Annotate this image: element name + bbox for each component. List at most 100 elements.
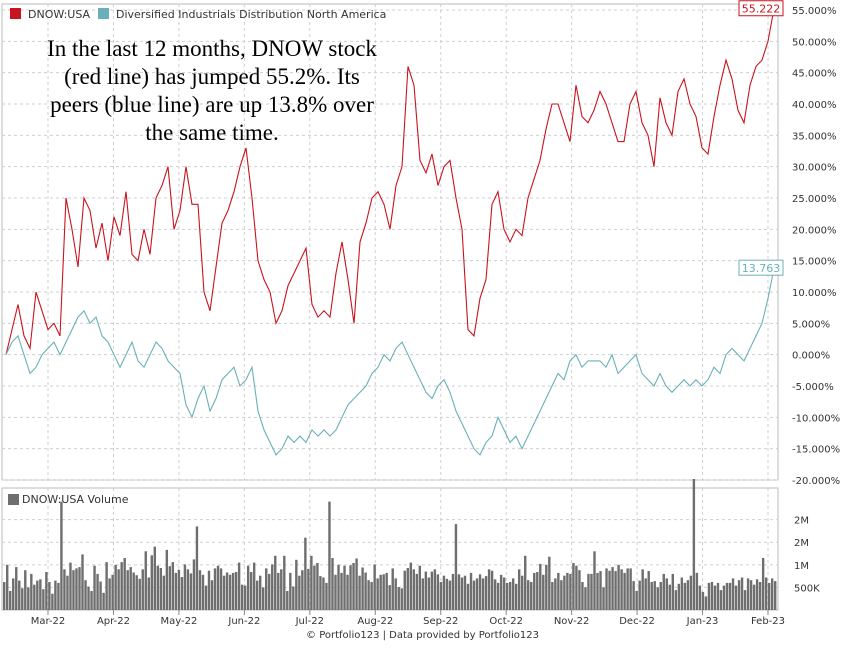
end-label-box-peers xyxy=(738,259,784,276)
volume-bar xyxy=(286,591,289,610)
volume-bar xyxy=(382,574,385,610)
volume-bar xyxy=(527,580,530,610)
volume-bar xyxy=(695,572,699,610)
volume-bars xyxy=(3,479,777,610)
y-tick-label: -5.000% xyxy=(792,382,834,393)
volume-bar xyxy=(659,582,662,610)
volume-bar xyxy=(478,574,482,610)
volume-legend-swatch xyxy=(8,494,19,505)
volume-bar xyxy=(421,578,425,610)
volume-bar xyxy=(204,585,208,610)
volume-bar xyxy=(665,578,668,610)
volume-bar xyxy=(51,593,54,610)
x-tick-label: Aug-22 xyxy=(357,616,393,627)
volume-bar xyxy=(677,583,681,610)
volume-bar xyxy=(99,581,102,610)
volume-bar xyxy=(716,582,720,610)
y-tick-label: -20.000% xyxy=(792,476,840,487)
volume-bar xyxy=(289,572,292,610)
volume-bar xyxy=(626,568,629,610)
volume-bar xyxy=(358,575,361,610)
volume-bar xyxy=(262,587,265,610)
volume-bar xyxy=(9,591,12,610)
volume-bar xyxy=(518,569,521,610)
volume-bar xyxy=(701,591,705,610)
volume-bar xyxy=(542,574,545,610)
volume-bar xyxy=(225,572,229,610)
volume-bar xyxy=(764,577,768,610)
volume-bar xyxy=(569,573,572,610)
volume-bar xyxy=(367,580,370,610)
volume-bar xyxy=(487,569,491,610)
volume-bar xyxy=(340,572,343,610)
volume-bar xyxy=(442,575,446,610)
y-tick-label: 0.000% xyxy=(792,351,830,362)
volume-bar xyxy=(581,582,584,610)
volume-bar xyxy=(150,555,153,610)
volume-bar xyxy=(644,578,647,610)
volume-bar xyxy=(66,575,69,610)
volume-bar xyxy=(271,564,274,610)
volume-bar xyxy=(611,567,614,610)
x-tick-label: Jul-22 xyxy=(295,616,324,627)
volume-bar xyxy=(93,565,96,610)
volume-bar xyxy=(554,578,557,610)
volume-bar xyxy=(566,572,569,610)
main-lines xyxy=(5,8,775,456)
volume-bar xyxy=(120,562,123,610)
volume-bar xyxy=(246,565,250,610)
volume-bar xyxy=(123,558,126,610)
volume-bar xyxy=(557,572,560,610)
y-tick-label: 25.000% xyxy=(792,194,837,205)
volume-bar xyxy=(165,549,169,610)
volume-bar xyxy=(656,587,659,610)
volume-bar xyxy=(734,585,738,610)
x-tick-label: Feb-23 xyxy=(751,616,785,627)
volume-bar xyxy=(713,585,717,610)
volume-bar xyxy=(614,571,617,610)
volume-legend-label: DNOW:USA Volume xyxy=(22,493,129,506)
y-tick-label: 5.000% xyxy=(792,319,830,330)
volume-bar xyxy=(313,565,316,610)
volume-bar xyxy=(424,571,428,610)
volume-bar xyxy=(391,568,394,610)
volume-bar xyxy=(132,572,135,610)
volume-bar xyxy=(192,559,196,610)
volume-bar xyxy=(304,537,307,610)
annotation-line-2: (red line) has jumped 55.2%. Its xyxy=(64,64,360,89)
footer-credit: © Portfolio123 | Data provided by Portfo… xyxy=(306,630,539,641)
volume-tick-label: 2M xyxy=(794,538,809,549)
x-tick-label: Oct-22 xyxy=(489,616,523,627)
volume-bar xyxy=(731,578,735,610)
y-tick-label: 20.000% xyxy=(792,225,837,236)
volume-bar xyxy=(454,524,458,610)
volume-bar xyxy=(445,578,449,610)
volume-bar xyxy=(400,588,403,610)
volume-bar xyxy=(162,575,166,610)
volume-bar xyxy=(48,582,51,610)
x-tick-label: Mar-22 xyxy=(31,616,66,627)
volume-bar xyxy=(249,572,253,610)
volume-tick-label: 1M xyxy=(794,561,809,572)
volume-bar xyxy=(90,591,93,610)
volume-bar xyxy=(683,582,687,610)
volume-bar xyxy=(674,590,678,610)
volume-bar xyxy=(719,590,723,610)
volume-bar xyxy=(69,562,72,610)
volume-bar xyxy=(240,584,244,610)
volume-bar xyxy=(563,575,566,610)
volume-bar xyxy=(60,501,63,610)
volume-bar xyxy=(710,582,714,610)
volume-bar xyxy=(36,580,39,610)
volume-bar xyxy=(514,583,518,610)
volume-bar xyxy=(6,564,9,610)
volume-bar xyxy=(641,569,644,610)
series-line-dnow xyxy=(5,8,775,355)
volume-bar xyxy=(307,568,310,610)
volume-bar xyxy=(337,564,340,610)
volume-bar xyxy=(234,572,238,610)
volume-bar xyxy=(39,579,42,610)
end-labels: 55.222 13.763 xyxy=(738,0,784,276)
volume-bar xyxy=(508,582,512,610)
volume-bar xyxy=(548,556,551,610)
